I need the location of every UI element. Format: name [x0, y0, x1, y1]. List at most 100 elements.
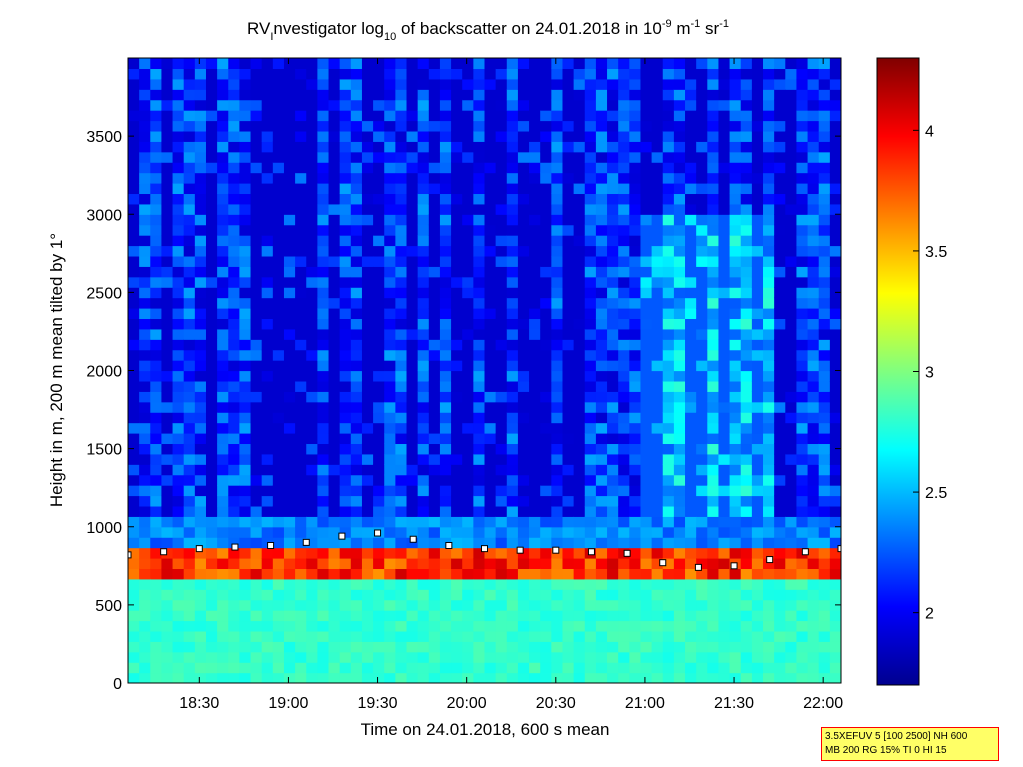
heatmap-cell [217, 412, 229, 424]
heatmap-cell [128, 505, 140, 517]
heatmap-cell [239, 193, 252, 205]
heatmap-cell [673, 422, 686, 434]
heatmap-cell [662, 422, 675, 434]
y-tick-label: 3000 [86, 207, 122, 224]
heatmap-cell [384, 443, 396, 455]
heatmap-cell [529, 422, 541, 434]
heatmap-cell [428, 89, 441, 101]
heatmap-cell [228, 651, 241, 663]
heatmap-cell [529, 662, 541, 674]
heatmap-cell [495, 433, 508, 445]
heatmap-cell [818, 380, 831, 392]
heatmap-cell [584, 568, 597, 580]
heatmap-cell [395, 318, 408, 330]
heatmap-cell [194, 422, 207, 434]
heatmap-cell [707, 193, 720, 205]
heatmap-cell [595, 505, 608, 517]
heatmap-cell [495, 630, 508, 642]
heatmap-cell [205, 360, 218, 372]
heatmap-cell [807, 672, 820, 683]
heatmap-cell [183, 589, 196, 601]
heatmap-cell [729, 120, 742, 132]
heatmap-cell [484, 630, 497, 642]
heatmap-cell [172, 130, 185, 142]
heatmap-cell [718, 495, 731, 507]
heatmap-cell [685, 380, 697, 392]
heatmap-cell [551, 651, 564, 663]
heatmap-cell [529, 349, 541, 361]
heatmap-cell [673, 651, 686, 663]
heatmap-cell [417, 453, 430, 465]
heatmap-cell [395, 203, 408, 215]
heatmap-cell [261, 505, 274, 517]
heatmap-cell [295, 339, 307, 351]
heatmap-cell [139, 266, 151, 278]
heatmap-cell [774, 547, 786, 559]
heatmap-cell [451, 662, 463, 674]
heatmap-cell [272, 610, 285, 622]
heatmap-cell [573, 349, 586, 361]
heatmap-cell [239, 360, 252, 372]
heatmap-cell [473, 453, 486, 465]
heatmap-cell [540, 443, 552, 455]
heatmap-cell [662, 578, 675, 590]
heatmap-cell [395, 485, 408, 497]
heatmap-cell [607, 526, 619, 538]
colorbar-axis: 22.533.54 [913, 123, 947, 623]
heatmap-cell [573, 172, 586, 184]
heatmap-cell [662, 537, 675, 549]
heatmap-cell [573, 495, 586, 507]
heatmap-cell [128, 391, 140, 403]
heatmap-cell [228, 68, 241, 80]
heatmap-cell [696, 339, 708, 351]
heatmap-cell [807, 495, 820, 507]
heatmap-cell [217, 401, 229, 413]
heatmap-cell [718, 526, 731, 538]
heatmap-cell [696, 370, 708, 382]
heatmap-cell [183, 328, 196, 340]
heatmap-cell [751, 433, 764, 445]
heatmap-cell [139, 558, 151, 570]
heatmap-cell [584, 505, 597, 517]
heatmap-cell [451, 485, 463, 497]
heatmap-cell [239, 662, 252, 674]
heatmap-cell [439, 401, 452, 413]
heatmap-cell [707, 58, 720, 70]
heatmap-cell [662, 662, 675, 674]
heatmap-cell [629, 662, 642, 674]
heatmap-cell [283, 308, 296, 320]
heatmap-cell [651, 172, 664, 184]
heatmap-cell [495, 370, 508, 382]
heatmap-cell [128, 589, 140, 601]
heatmap-cell [373, 68, 385, 80]
heatmap-cell [139, 505, 151, 517]
heatmap-cell [584, 130, 597, 142]
heatmap-cell [306, 58, 318, 70]
heatmap-cell [205, 89, 218, 101]
heatmap-cell [306, 610, 318, 622]
heatmap-cell [183, 620, 196, 632]
heatmap-cell [205, 224, 218, 236]
heatmap-cell [729, 453, 742, 465]
heatmap-cell [172, 464, 185, 476]
heatmap-cell [618, 610, 630, 622]
heatmap-cell [328, 630, 341, 642]
heatmap-cell [183, 162, 196, 174]
heatmap-cell [139, 89, 151, 101]
heatmap-cell [718, 141, 731, 153]
heatmap-cell [818, 68, 831, 80]
heatmap-cell [651, 391, 664, 403]
heatmap-cell [350, 297, 363, 309]
heatmap-cell [685, 141, 697, 153]
heatmap-cell [306, 339, 318, 351]
heatmap-cell [439, 630, 452, 642]
heatmap-cell [495, 183, 508, 195]
heatmap-cell [540, 214, 552, 226]
heatmap-cell [651, 183, 664, 195]
heatmap-cell [128, 224, 140, 236]
heatmap-cell [818, 110, 831, 122]
heatmap-cell [295, 328, 307, 340]
heatmap-cell [183, 651, 196, 663]
heatmap-cell [417, 662, 430, 674]
heatmap-cell [718, 349, 731, 361]
